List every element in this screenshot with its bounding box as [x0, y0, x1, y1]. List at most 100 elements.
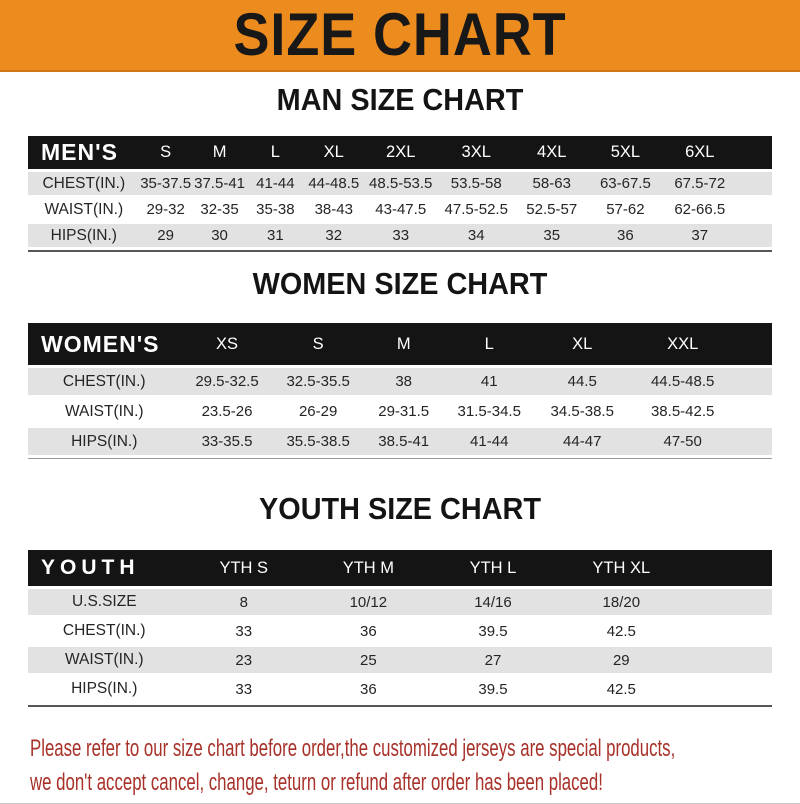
men-col-m: M	[191, 136, 248, 169]
women-col-m: M	[362, 323, 445, 365]
women-section-title: WOMEN SIZE CHART	[252, 266, 548, 301]
men-col-xl: XL	[303, 136, 365, 169]
size-cell: 32	[303, 224, 365, 247]
youth-section-title: YOUTH SIZE CHART	[259, 491, 541, 526]
size-cell: 39.5	[429, 676, 557, 702]
row-label: HIPS(IN.)	[28, 428, 181, 455]
youth-header-row: YOUTH YTH S YTH M YTH L YTH XL	[28, 550, 772, 586]
footer-disclaimer: Please refer to our size chart before or…	[0, 707, 800, 801]
youth-col-yth-s: YTH S	[180, 550, 307, 586]
table-row: CHEST(IN.) 35-37.5 37.5-41 41-44 44-48.5 48.5…	[28, 172, 772, 195]
spacer-cell	[686, 676, 772, 702]
row-label: CHEST(IN.)	[28, 368, 181, 395]
table-row: HIPS(IN.) 33 36 39.5 42.5	[28, 676, 772, 702]
women-header-row: WOMEN'S XS S M L XL XXL	[28, 323, 772, 365]
spacer-cell	[686, 647, 772, 673]
youth-size-section: YOUTH SIZE CHART YOUTH YTH S YTH M YTH L YTH…	[0, 493, 800, 707]
spacer-cell	[686, 550, 772, 586]
row-label: WAIST(IN.)	[28, 398, 181, 425]
row-label: U.S.SIZE	[28, 589, 181, 615]
size-cell: 38	[362, 368, 445, 395]
size-cell: 62-66.5	[662, 198, 737, 221]
size-cell: 36	[306, 676, 430, 702]
size-cell: 32-35	[191, 198, 248, 221]
size-cell: 33	[364, 224, 438, 247]
men-size-grid: MEN'S S M L XL 2XL 3XL 4XL 5XL 6XL CHEST(IN.) 35-37…	[28, 133, 772, 250]
men-col-2xl: 2XL	[364, 136, 438, 169]
women-group-label: WOMEN'S	[28, 323, 181, 365]
spacer-cell	[736, 172, 772, 195]
size-cell: 47.5-52.5	[437, 198, 516, 221]
banner-title: SIZE CHART	[233, 1, 567, 68]
size-cell: 44.5	[533, 368, 631, 395]
size-cell: 63-67.5	[588, 172, 663, 195]
men-col-s: S	[139, 136, 192, 169]
size-cell: 36	[588, 224, 663, 247]
size-cell: 29-31.5	[362, 398, 445, 425]
size-cell: 26-29	[273, 398, 363, 425]
size-cell: 35	[515, 224, 589, 247]
row-label: CHEST(IN.)	[28, 618, 181, 644]
table-row: HIPS(IN.) 33-35.5 35.5-38.5 38.5-41 41-44 44-…	[28, 428, 772, 455]
table-row: WAIST(IN.) 23 25 27 29	[28, 647, 772, 673]
size-cell: 52.5-57	[515, 198, 589, 221]
spacer-cell	[734, 323, 772, 365]
spacer-cell	[734, 398, 772, 425]
spacer-cell	[736, 136, 772, 169]
size-cell: 29	[556, 647, 687, 673]
man-size-section: MAN SIZE CHART MEN'S S M L XL 2XL 3XL 4XL 5XL 6XL…	[0, 84, 800, 252]
men-col-4xl: 4XL	[515, 136, 589, 169]
size-cell: 8	[180, 589, 307, 615]
men-size-table: MEN'S S M L XL 2XL 3XL 4XL 5XL 6XL CHEST(IN.) 35-37…	[28, 133, 772, 252]
size-chart-banner: SIZE CHART	[0, 0, 800, 72]
size-cell: 41-44	[444, 428, 534, 455]
row-label: HIPS(IN.)	[28, 224, 140, 247]
youth-size-table: YOUTH YTH S YTH M YTH L YTH XL U.S.SIZE 8 10/12…	[28, 547, 772, 707]
size-cell: 35-38	[247, 198, 304, 221]
spacer-cell	[686, 589, 772, 615]
men-header-row: MEN'S S M L XL 2XL 3XL 4XL 5XL 6XL	[28, 136, 772, 169]
size-cell: 41	[444, 368, 534, 395]
men-group-label: MEN'S	[28, 136, 140, 169]
size-cell: 37	[662, 224, 737, 247]
size-cell: 29-32	[139, 198, 192, 221]
man-section-title: MAN SIZE CHART	[276, 82, 524, 117]
table-row: U.S.SIZE 8 10/12 14/16 18/20	[28, 589, 772, 615]
size-cell: 48.5-53.5	[364, 172, 438, 195]
spacer-cell	[736, 224, 772, 247]
size-cell: 67.5-72	[662, 172, 737, 195]
women-size-section: WOMEN SIZE CHART WOMEN'S XS S M L XL XXL CHEST(…	[0, 268, 800, 459]
size-cell: 38-43	[303, 198, 365, 221]
youth-size-grid: YOUTH YTH S YTH M YTH L YTH XL U.S.SIZE 8 10/12…	[28, 547, 772, 705]
size-cell: 14/16	[429, 589, 557, 615]
men-col-l: L	[247, 136, 304, 169]
size-cell: 44-48.5	[303, 172, 365, 195]
row-label: WAIST(IN.)	[28, 198, 140, 221]
footer-note-line2: we don't accept cancel, change, teturn o…	[30, 769, 603, 796]
size-cell: 39.5	[429, 618, 557, 644]
size-cell: 27	[429, 647, 557, 673]
size-cell: 34	[437, 224, 516, 247]
size-cell: 36	[306, 618, 430, 644]
women-col-s: S	[273, 323, 363, 365]
women-col-xl: XL	[533, 323, 631, 365]
size-cell: 33-35.5	[180, 428, 274, 455]
size-cell: 44-47	[533, 428, 631, 455]
table-row: CHEST(IN.) 29.5-32.5 32.5-35.5 38 41 44.5 44.5…	[28, 368, 772, 395]
row-label: CHEST(IN.)	[28, 172, 140, 195]
men-col-3xl: 3XL	[437, 136, 516, 169]
size-cell: 30	[191, 224, 248, 247]
size-cell: 31	[247, 224, 304, 247]
spacer-cell	[734, 368, 772, 395]
size-cell: 34.5-38.5	[533, 398, 631, 425]
youth-col-yth-m: YTH M	[306, 550, 430, 586]
size-cell: 43-47.5	[364, 198, 438, 221]
size-cell: 33	[180, 676, 307, 702]
size-cell: 23.5-26	[180, 398, 274, 425]
size-cell: 58-63	[515, 172, 589, 195]
youth-col-yth-xl: YTH XL	[556, 550, 687, 586]
size-cell: 29	[139, 224, 192, 247]
size-cell: 25	[306, 647, 430, 673]
row-label: WAIST(IN.)	[28, 647, 181, 673]
table-row: HIPS(IN.) 29 30 31 32 33 34 35 36 37	[28, 224, 772, 247]
